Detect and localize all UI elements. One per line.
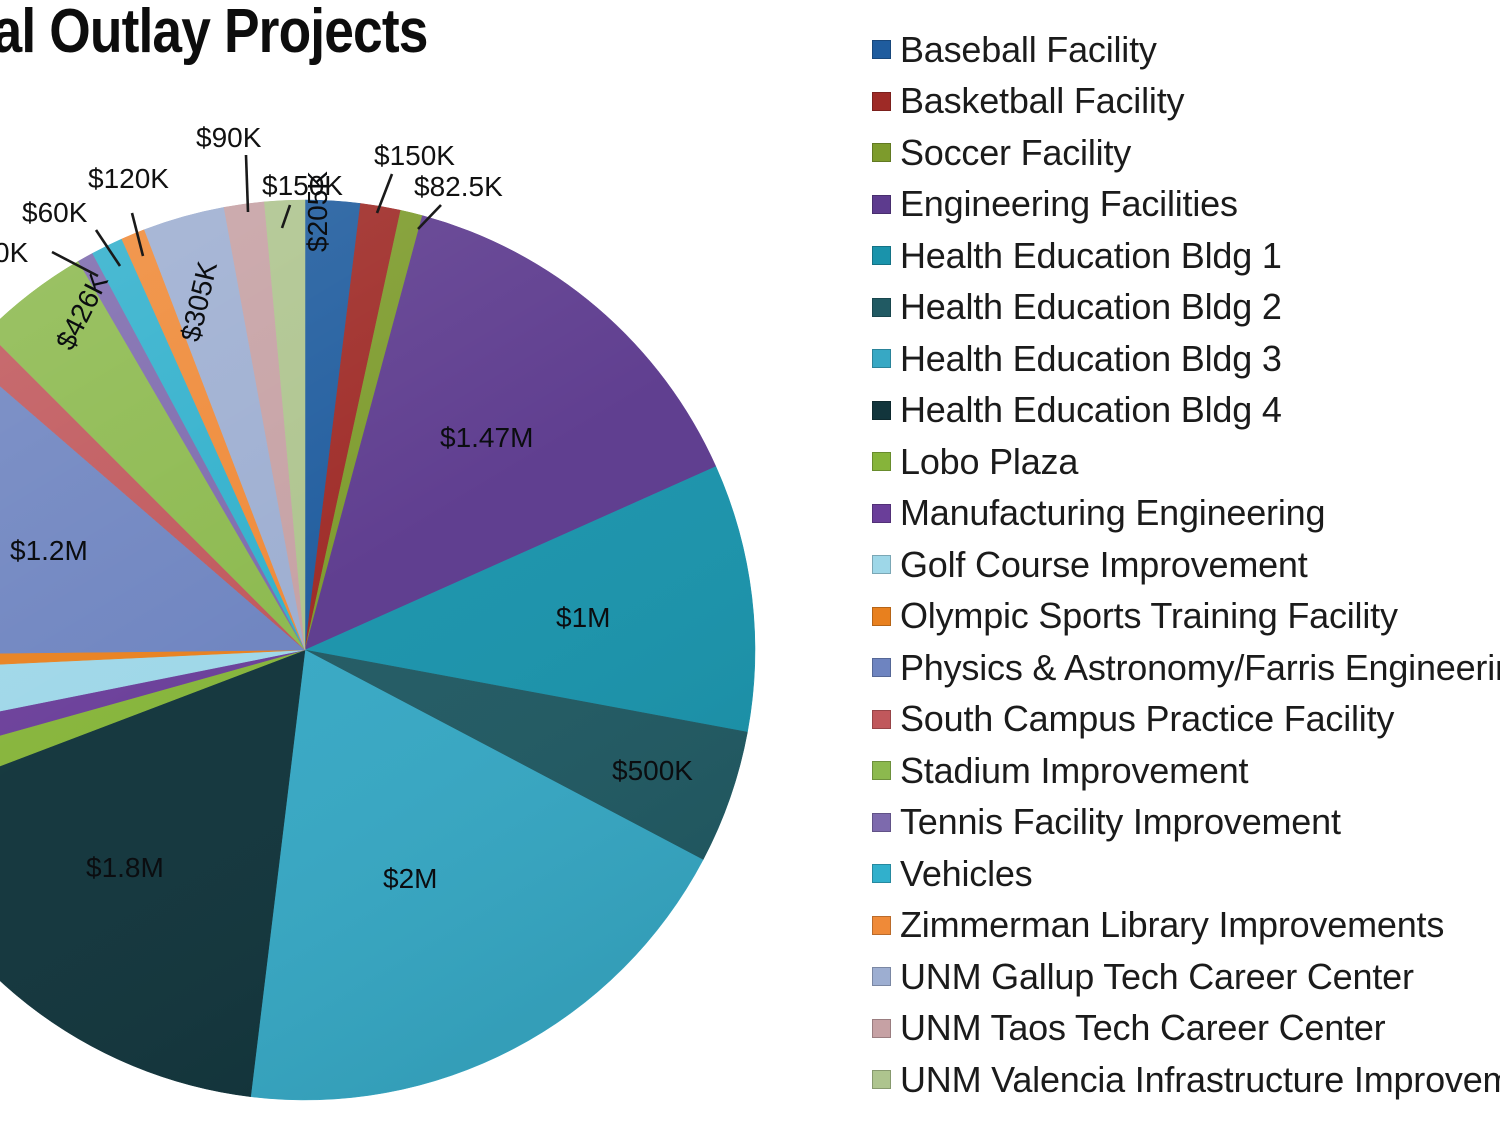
pie-label-health-education-bldg-1: $1M: [556, 602, 610, 633]
legend-item[interactable]: Soccer Facility: [872, 127, 1500, 179]
pie-label-cropped-left: 0K: [0, 237, 29, 268]
legend-item-label: Engineering Facilities: [900, 183, 1238, 225]
legend-swatch-icon: [872, 1070, 891, 1090]
legend-item-label: Health Education Bldg 2: [900, 286, 1282, 328]
legend-item[interactable]: UNM Valencia Infrastructure Improvements: [872, 1054, 1500, 1106]
legend-item[interactable]: Stadium Improvement: [872, 745, 1500, 797]
legend-item[interactable]: South Campus Practice Facility: [872, 694, 1500, 746]
legend-item[interactable]: Baseball Facility: [872, 24, 1500, 76]
leader-line-60k: [94, 229, 122, 267]
legend-item[interactable]: Engineering Facilities: [872, 179, 1500, 231]
legend-item-label: Manufacturing Engineering: [900, 492, 1326, 534]
legend-swatch-icon: [872, 400, 891, 420]
legend-item-label: Soccer Facility: [900, 131, 1132, 173]
legend-item-label: UNM Gallup Tech Career Center: [900, 955, 1414, 997]
page-title: pital Outlay Projects: [0, 0, 428, 66]
pie-leader-lines: [51, 154, 442, 278]
legend-swatch-icon: [872, 91, 891, 111]
legend-swatch-icon: [872, 246, 891, 266]
legend-swatch-icon: [872, 967, 891, 987]
pie-label-zimmerman-library: $90K: [196, 122, 262, 153]
legend-swatch-icon: [872, 812, 891, 832]
legend-swatch-icon: [872, 555, 891, 575]
legend-item[interactable]: UNM Taos Tech Career Center: [872, 1003, 1500, 1055]
legend-item[interactable]: Health Education Bldg 2: [872, 282, 1500, 334]
pie-label-health-education-bldg-4: $1.8M: [86, 852, 164, 883]
pie-chart-svg: 0K $60K $120K $90K $150K $150K $82.5K $3…: [0, 122, 756, 1101]
legend-item-label: Lobo Plaza: [900, 440, 1079, 482]
legend-item[interactable]: UNM Gallup Tech Career Center: [872, 951, 1500, 1003]
legend-item[interactable]: Olympic Sports Training Facility: [872, 591, 1500, 643]
legend-swatch-icon: [872, 452, 891, 472]
pie-label-unm-taos: $150K: [374, 140, 455, 171]
pie-label-unm-valencia: $150K: [262, 170, 343, 201]
pie-label-soccer: $82.5K: [414, 171, 503, 202]
leader-line-120k: [130, 212, 145, 257]
legend-swatch-icon: [872, 503, 891, 523]
legend-item[interactable]: Basketball Facility: [872, 76, 1500, 128]
legend-swatch-icon: [872, 606, 891, 626]
leader-line-90k: [244, 154, 250, 213]
legend-swatch-icon: [872, 194, 891, 214]
legend-item[interactable]: Lobo Plaza: [872, 436, 1500, 488]
legend-item-label: Tennis Facility Improvement: [900, 801, 1341, 843]
pie-label-health-education-bldg-2: $500K: [612, 755, 693, 786]
leader-line-150k-valencia: [280, 204, 292, 229]
legend-item[interactable]: Vehicles: [872, 848, 1500, 900]
legend-item-label: Health Education Bldg 4: [900, 389, 1282, 431]
legend-item-label: Golf Course Improvement: [900, 543, 1308, 585]
legend-item-label: Basketball Facility: [900, 80, 1185, 122]
legend-item[interactable]: Health Education Bldg 4: [872, 385, 1500, 437]
legend-item-label: Olympic Sports Training Facility: [900, 595, 1398, 637]
legend-swatch-icon: [872, 761, 891, 781]
pie-label-baseball: $205K: [302, 171, 333, 252]
pie-sheen-overlay: [0, 200, 755, 1100]
legend-swatch-icon: [872, 864, 891, 884]
legend-swatch-icon: [872, 143, 891, 163]
pie-value-labels: 0K $60K $120K $90K $150K $150K $82.5K $3…: [0, 122, 693, 894]
legend-item-label: UNM Taos Tech Career Center: [900, 1007, 1386, 1049]
legend-item-label: Health Education Bldg 1: [900, 234, 1282, 276]
legend-item[interactable]: Golf Course Improvement: [872, 539, 1500, 591]
legend-item-label: South Campus Practice Facility: [900, 698, 1395, 740]
legend-swatch-icon: [872, 349, 891, 369]
legend-item-label: Health Education Bldg 3: [900, 337, 1282, 379]
legend-item-label: Physics & Astronomy/Farris Engineering: [900, 646, 1500, 688]
legend-swatch-icon: [872, 1018, 891, 1038]
chart-legend: Baseball Facility Basketball Facility Socc…: [872, 24, 1500, 1106]
legend-item[interactable]: Physics & Astronomy/Farris Engineering: [872, 642, 1500, 694]
pie-label-tennis-improvement: $60K: [22, 197, 88, 228]
legend-item[interactable]: Health Education Bldg 1: [872, 230, 1500, 282]
legend-item[interactable]: Tennis Facility Improvement: [872, 797, 1500, 849]
leader-line-cropped-left: [51, 250, 99, 278]
legend-item[interactable]: Zimmerman Library Improvements: [872, 900, 1500, 952]
legend-swatch-icon: [872, 709, 891, 729]
pie-label-physics-astronomy: $1.2M: [10, 535, 88, 566]
legend-swatch-icon: [872, 40, 891, 60]
leader-line-82-5k: [417, 204, 442, 230]
legend-item-label: Zimmerman Library Improvements: [900, 904, 1445, 946]
legend-item[interactable]: Health Education Bldg 3: [872, 333, 1500, 385]
pie-label-vehicles: $120K: [88, 163, 169, 194]
pie-label-engineering-facilities: $1.47M: [440, 422, 533, 453]
legend-item[interactable]: Manufacturing Engineering: [872, 488, 1500, 540]
legend-swatch-icon: [872, 658, 891, 678]
legend-item-label: UNM Valencia Infrastructure Improvements: [900, 1058, 1500, 1100]
pie-chart-area: 0K $60K $120K $90K $150K $150K $82.5K $3…: [0, 122, 756, 1101]
leader-line-150k-basketball: [375, 173, 394, 214]
pie-label-health-education-bldg-3: $2M: [383, 863, 437, 894]
legend-swatch-icon: [872, 297, 891, 317]
legend-item-label: Baseball Facility: [900, 28, 1157, 70]
legend-item-label: Stadium Improvement: [900, 749, 1249, 791]
legend-swatch-icon: [872, 915, 891, 935]
legend-item-label: Vehicles: [900, 852, 1033, 894]
